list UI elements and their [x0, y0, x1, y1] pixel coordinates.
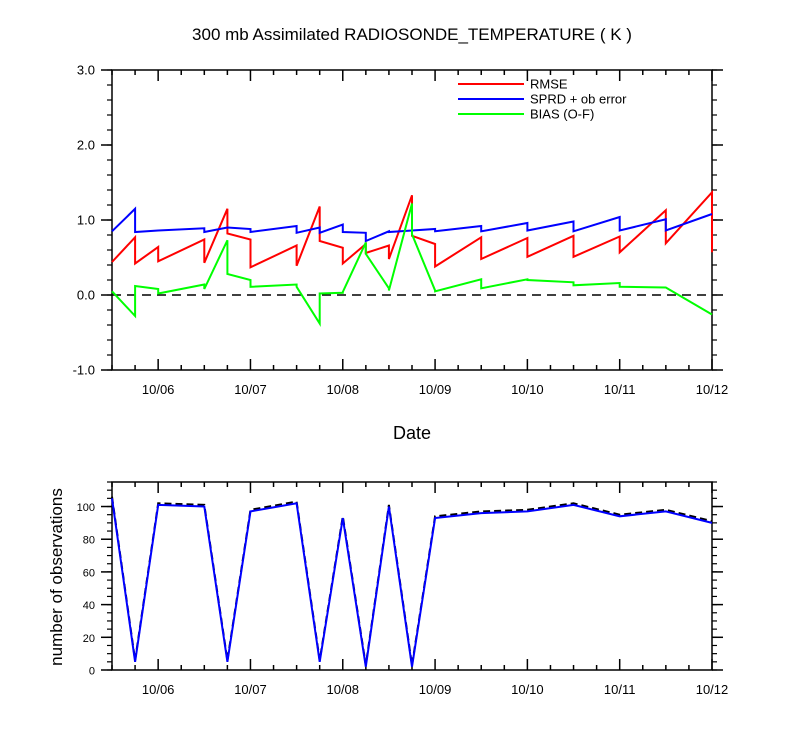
- bottom-x-tick-label: 10/08: [326, 682, 359, 697]
- bottom-y-tick-label: 20: [83, 633, 95, 645]
- top-x-tick-label: 10/12: [696, 382, 729, 397]
- top-x-tick-label: 10/08: [326, 382, 359, 397]
- top-y-tick-label: 2.0: [77, 138, 95, 153]
- top-y-tick-label: 0.0: [77, 288, 95, 303]
- y-axis-label-bottom: number of observations: [47, 488, 66, 666]
- bottom-x-tick-label: 10/10: [511, 682, 544, 697]
- bottom-x-tick-label: 10/09: [419, 682, 452, 697]
- bottom-y-tick-label: 0: [89, 666, 95, 678]
- top-y-tick-label: 3.0: [77, 63, 95, 78]
- bottom-x-tick-label: 10/06: [142, 682, 175, 697]
- top-x-tick-label: 10/11: [604, 382, 636, 397]
- bottom-x-tick-label: 10/12: [696, 682, 729, 697]
- bottom-panel: 10/06 10/07 10/08 10/09 10/10 10/11 10/12 0 20 40…: [77, 481, 729, 697]
- x-axis-label: Date: [393, 423, 431, 443]
- bottom-y-tick-label: 80: [83, 535, 95, 547]
- legend-label-2: BIAS (O-F): [530, 107, 594, 122]
- top-y-tick-label: 1.0: [77, 213, 95, 228]
- top-series-line-1: [111, 206, 713, 243]
- bottom-y-tick-label: 40: [83, 600, 95, 612]
- top-x-tick-label: 10/06: [142, 382, 175, 397]
- bottom-y-tick-label: 100: [77, 502, 95, 514]
- bottom-series-line-1: [111, 498, 713, 667]
- bottom-x-tick-label: 10/07: [234, 682, 267, 697]
- legend-label-0: RMSE: [530, 77, 568, 92]
- bottom-x-tick-label: 10/11: [604, 682, 636, 697]
- chart-title: 300 mb Assimilated RADIOSONDE_TEMPERATUR…: [192, 25, 632, 44]
- legend-label-1: SPRD + ob error: [530, 92, 627, 107]
- bottom-y-tick-label: 60: [83, 567, 95, 579]
- top-x-tick-label: 10/07: [234, 382, 267, 397]
- top-panel: 10/06 10/07 10/08 10/09 10/10 10/11 10/12 -1.0 0…: [73, 63, 729, 398]
- top-x-tick-label: 10/10: [511, 382, 544, 397]
- top-x-tick-label: 10/09: [419, 382, 452, 397]
- bottom-series-line-0: [111, 496, 713, 666]
- bottom-plot-frame: [111, 481, 713, 671]
- top-series-line-2: [111, 203, 713, 327]
- top-y-tick-label: -1.0: [73, 363, 95, 378]
